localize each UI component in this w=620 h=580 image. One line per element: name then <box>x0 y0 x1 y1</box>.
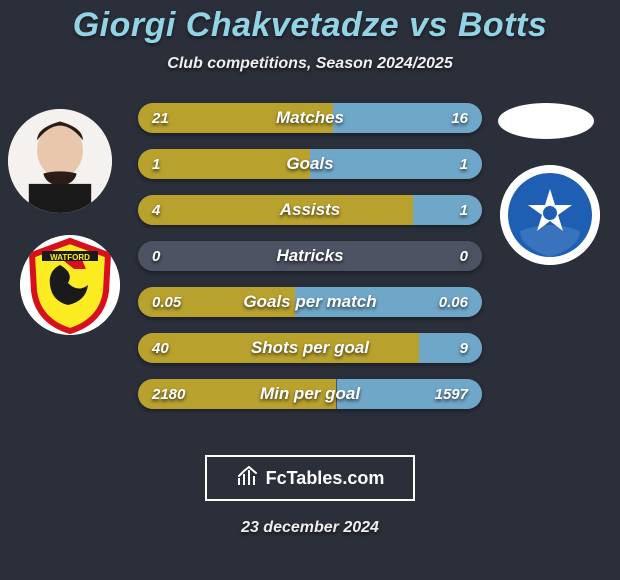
stat-bar-left-segment <box>138 379 336 409</box>
stat-row: 409Shots per goal <box>138 333 482 363</box>
stat-bar-left-segment <box>138 287 295 317</box>
page-subtitle: Club competitions, Season 2024/2025 <box>0 55 620 73</box>
stat-row: 21801597Min per goal <box>138 379 482 409</box>
club-left-crest: WATFORD <box>20 235 120 335</box>
stat-row: 11Goals <box>138 149 482 179</box>
stat-bar-right-segment <box>333 103 482 133</box>
stat-bar-left-segment <box>138 149 310 179</box>
stat-bar-right-segment <box>310 149 482 179</box>
svg-text:WATFORD: WATFORD <box>50 253 90 262</box>
chart-icon <box>236 464 260 493</box>
player-right-avatar <box>498 103 594 139</box>
stat-bar-left-segment <box>138 103 333 133</box>
comparison-arena: WATFORD 2116Matches 11Goals 41Assists 00Hat… <box>0 103 620 433</box>
stat-bar-right-segment <box>295 287 482 317</box>
stat-row: 41Assists <box>138 195 482 225</box>
footer-brand-text: FcTables.com <box>266 468 385 489</box>
stat-row: 2116Matches <box>138 103 482 133</box>
fctables-logo: FcTables.com <box>205 455 415 501</box>
stat-row: 00Hatricks <box>138 241 482 271</box>
stat-bar-bg <box>138 241 482 271</box>
stat-row: 0.050.06Goals per match <box>138 287 482 317</box>
footer-date: 23 december 2024 <box>0 519 620 537</box>
player-left-avatar <box>8 109 112 213</box>
stat-bar-right-segment <box>337 379 483 409</box>
stat-bar-right-segment <box>419 333 482 363</box>
club-right-crest <box>500 165 600 265</box>
page-title: Giorgi Chakvetadze vs Botts <box>0 0 620 45</box>
stat-bar-right-segment <box>413 195 482 225</box>
stat-bars: 2116Matches 11Goals 41Assists 00Hatricks 0.0… <box>138 103 482 425</box>
stat-bar-left-segment <box>138 195 413 225</box>
stat-bar-left-segment <box>138 333 419 363</box>
